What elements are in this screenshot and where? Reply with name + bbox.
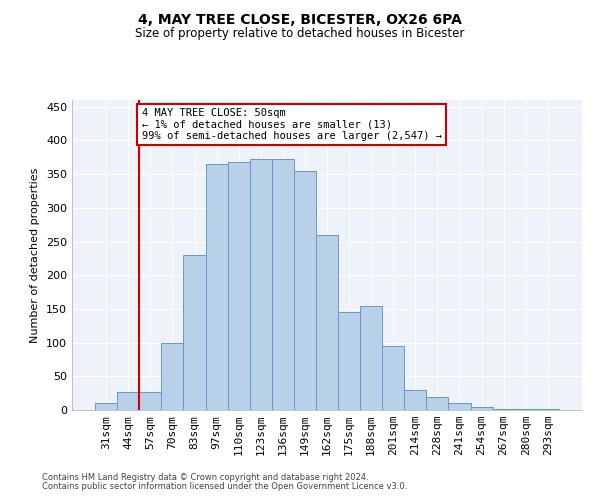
Bar (338, 312, 360, 410)
Text: 4 MAY TREE CLOSE: 50sqm
← 1% of detached houses are smaller (13)
99% of semi-det: 4 MAY TREE CLOSE: 50sqm ← 1% of detached… (142, 108, 442, 142)
Bar (537, 408, 559, 410)
Bar (404, 390, 427, 410)
Bar (470, 406, 493, 410)
Bar (139, 392, 161, 410)
Text: Contains public sector information licensed under the Open Government Licence v3: Contains public sector information licen… (42, 482, 407, 491)
Bar (427, 396, 448, 410)
Bar (95, 404, 117, 410)
Bar (250, 158, 272, 410)
Text: Size of property relative to detached houses in Bicester: Size of property relative to detached ho… (136, 28, 464, 40)
Bar (227, 162, 250, 410)
Bar (117, 392, 139, 410)
Bar (493, 408, 515, 410)
Y-axis label: Number of detached properties: Number of detached properties (31, 168, 40, 342)
Bar (184, 255, 206, 410)
Bar (448, 404, 470, 410)
Bar (382, 346, 404, 410)
Bar (161, 342, 184, 410)
Text: Contains HM Land Registry data © Crown copyright and database right 2024.: Contains HM Land Registry data © Crown c… (42, 473, 368, 482)
Bar (360, 306, 382, 410)
Bar (272, 158, 294, 410)
Bar (206, 164, 227, 410)
Bar (294, 171, 316, 410)
Bar (316, 235, 338, 410)
Text: 4, MAY TREE CLOSE, BICESTER, OX26 6PA: 4, MAY TREE CLOSE, BICESTER, OX26 6PA (138, 12, 462, 26)
